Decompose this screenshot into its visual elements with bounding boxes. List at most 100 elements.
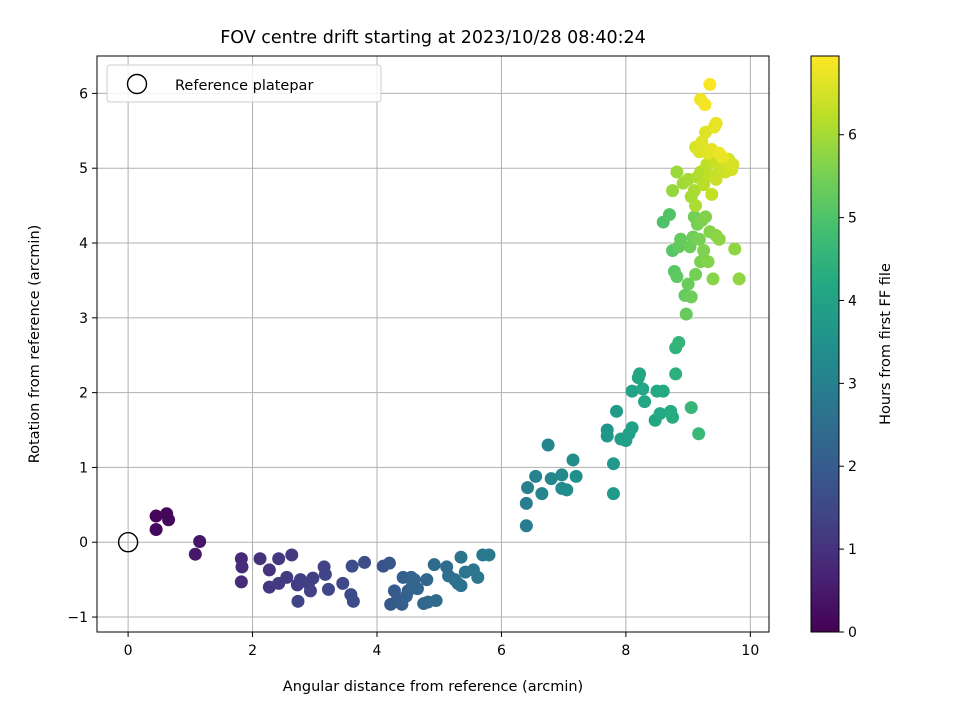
y-tick-label: 0 — [79, 535, 88, 551]
chart-title: FOV centre drift starting at 2023/10/28 … — [220, 28, 646, 48]
data-point — [636, 382, 650, 396]
data-point — [732, 272, 746, 286]
x-tick-label: 8 — [621, 643, 630, 659]
x-axis-label: Angular distance from reference (arcmin) — [283, 679, 583, 695]
data-point — [625, 384, 639, 398]
data-point — [535, 487, 549, 501]
data-point — [285, 548, 299, 562]
data-point — [482, 548, 496, 562]
data-point — [429, 594, 443, 608]
data-point — [670, 270, 684, 284]
data-point — [336, 576, 350, 590]
data-point — [321, 582, 335, 596]
data-point — [669, 367, 683, 381]
y-tick-label: 6 — [79, 86, 88, 102]
data-point — [280, 570, 294, 584]
data-point — [600, 429, 614, 443]
data-point — [262, 563, 276, 577]
data-point — [149, 509, 163, 523]
data-point — [706, 272, 720, 286]
data-point — [569, 469, 583, 483]
x-tick-label: 10 — [741, 643, 759, 659]
data-point — [715, 150, 729, 164]
data-point — [684, 401, 698, 415]
data-point — [699, 210, 713, 224]
data-point — [235, 560, 249, 574]
data-point — [306, 571, 320, 585]
data-point — [679, 307, 693, 321]
data-point — [666, 410, 680, 424]
legend-entry: Reference platepar — [175, 78, 313, 94]
data-point — [193, 534, 207, 548]
y-tick-label: 3 — [79, 311, 88, 327]
data-point — [234, 575, 248, 589]
colorbar-gradient — [810, 55, 840, 633]
data-point — [541, 438, 555, 452]
y-tick-label: 5 — [79, 161, 88, 177]
y-tick-label: −1 — [67, 610, 88, 626]
y-tick-label: 4 — [79, 236, 88, 252]
y-tick-label: 2 — [79, 386, 88, 402]
data-point — [625, 421, 639, 435]
data-point — [303, 584, 317, 598]
data-point — [253, 552, 267, 566]
data-point — [610, 404, 624, 418]
data-point — [698, 98, 712, 112]
data-point — [728, 242, 742, 256]
data-point — [272, 552, 286, 566]
x-tick-label: 2 — [248, 643, 257, 659]
colorbar-tick-label: 1 — [848, 542, 857, 558]
data-point — [709, 172, 723, 186]
data-point — [681, 277, 695, 291]
legend: Reference platepar — [106, 64, 382, 103]
data-point — [672, 336, 686, 350]
data-point — [519, 496, 533, 510]
data-points — [149, 77, 746, 611]
legend-box — [106, 64, 382, 103]
x-tick-label: 0 — [124, 643, 133, 659]
y-tick-label: 1 — [79, 460, 88, 476]
data-point — [712, 232, 726, 246]
data-point — [705, 187, 719, 201]
data-point — [454, 550, 468, 564]
data-point — [410, 582, 424, 596]
data-point — [697, 243, 711, 257]
data-point — [529, 469, 543, 483]
data-point — [689, 199, 703, 213]
data-point — [653, 407, 667, 421]
data-point — [382, 556, 396, 570]
data-point — [689, 267, 703, 281]
plot-frame — [96, 55, 770, 633]
colorbar-tick-label: 2 — [848, 459, 857, 475]
data-point — [544, 472, 558, 486]
data-point — [703, 77, 717, 91]
legend-reference-marker — [126, 73, 148, 95]
data-point — [701, 255, 715, 269]
data-point — [692, 232, 706, 246]
data-point — [471, 570, 485, 584]
data-point — [560, 483, 574, 497]
data-point — [633, 367, 647, 381]
reference-platepar-marker — [117, 532, 139, 553]
colorbar-tick-label: 0 — [848, 625, 857, 641]
data-point — [687, 184, 701, 198]
data-point — [606, 457, 620, 471]
data-point — [684, 290, 698, 304]
data-point — [162, 513, 176, 527]
data-point — [346, 594, 360, 608]
x-tick-label: 6 — [497, 643, 506, 659]
colorbar-ticks: 0 1 2 3 4 5 6 — [839, 128, 857, 641]
data-point — [674, 232, 688, 246]
data-point — [454, 579, 468, 593]
data-point — [656, 384, 670, 398]
data-point — [358, 555, 372, 569]
data-point — [318, 567, 332, 581]
colorbar-tick-label: 6 — [848, 128, 857, 144]
data-point — [662, 208, 676, 222]
data-point — [420, 573, 434, 587]
data-point — [521, 481, 535, 495]
data-point — [188, 547, 202, 561]
data-point — [519, 519, 533, 533]
